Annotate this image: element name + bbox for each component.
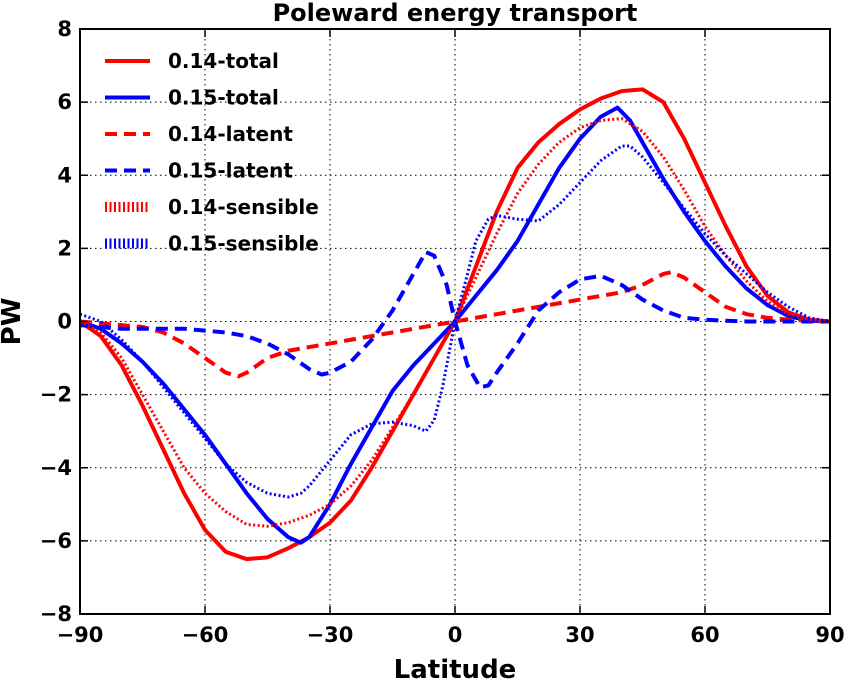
legend: 0.14-total 0.15-total 0.14-latent 0.15-late…	[105, 49, 319, 256]
y-tick-label: −8	[40, 602, 72, 626]
y-tick-label: 8	[57, 17, 72, 41]
x-tick-label: 60	[690, 623, 719, 647]
series-line-0.15-latent	[80, 250, 830, 390]
series-line-0.14-latent	[80, 270, 830, 379]
y-axis-label: PW	[0, 298, 27, 346]
x-tick-label: 90	[815, 623, 844, 647]
grid	[80, 29, 830, 614]
x-tick-label: 0	[448, 623, 463, 647]
y-tick-label: 0	[57, 310, 72, 334]
y-tick-label: −4	[40, 456, 72, 480]
x-tick-label: −30	[307, 623, 354, 647]
legend-label: 0.15-total	[168, 86, 279, 110]
x-tick-label: 30	[565, 623, 594, 647]
legend-label: 0.14-sensible	[168, 195, 319, 219]
legend-label: 0.15-latent	[168, 159, 293, 183]
x-tick-label: −60	[182, 623, 229, 647]
legend-label: 0.14-latent	[168, 122, 293, 146]
x-tick-label: −90	[57, 623, 104, 647]
legend-label: 0.14-total	[168, 49, 279, 73]
series-line-0.15-sensible	[80, 144, 830, 499]
y-tick-label: −2	[40, 383, 72, 407]
ticks: −90 −60 −30 0 30 60 90 −8 −6 −4 −2 0 2 4 6 8	[40, 17, 845, 647]
y-tick-label: 2	[57, 236, 72, 260]
series-group	[80, 87, 830, 562]
legend-label: 0.15-sensible	[168, 232, 319, 256]
chart-title: Poleward energy transport	[273, 0, 638, 27]
y-tick-label: 4	[57, 163, 72, 187]
y-tick-label: 6	[57, 90, 72, 114]
x-axis-label: Latitude	[394, 655, 517, 682]
y-tick-label: −6	[40, 529, 72, 553]
